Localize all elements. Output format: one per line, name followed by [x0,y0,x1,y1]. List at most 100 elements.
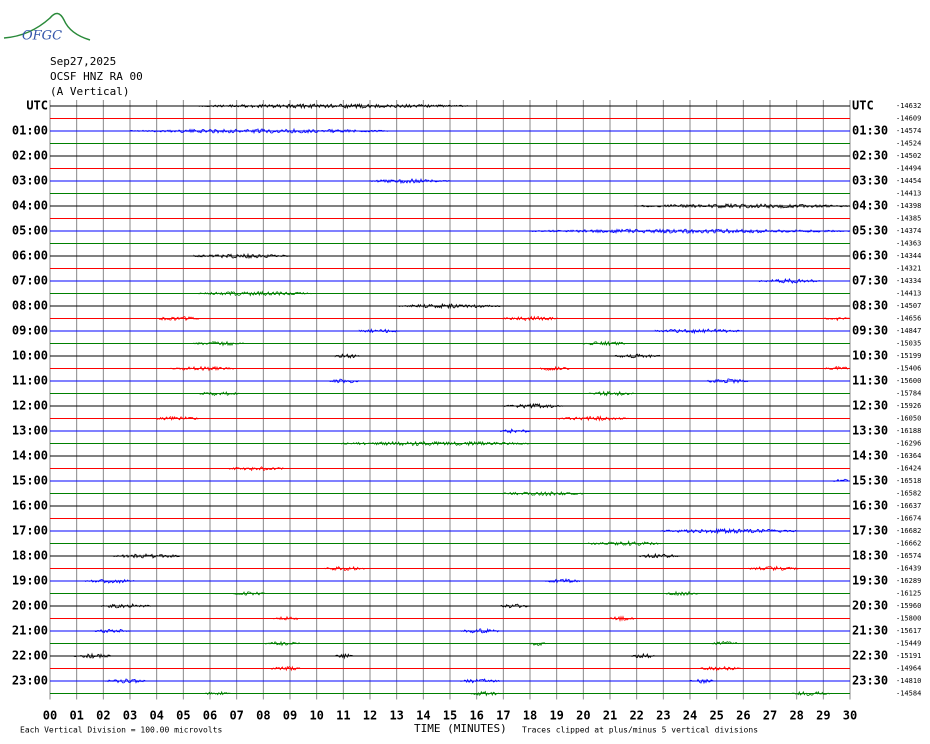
x-tick-label: 07 [229,709,243,723]
trace-burst [334,653,354,660]
trace-offset: -15035 [896,340,921,348]
trace-burst [660,527,799,535]
trace-burst [270,665,301,672]
x-tick-label: 08 [256,709,270,723]
trace-offset: -14964 [896,665,921,673]
row-label-left: 07:00 [12,274,48,288]
trace-offset: -15191 [896,652,921,660]
trace-burst [665,590,701,597]
x-tick-label: 11 [336,709,350,723]
row-label-right: 06:30 [852,249,888,263]
trace-burst [84,578,135,584]
trace-burst [822,365,850,371]
date: Sep27,2025 [50,55,116,68]
x-tick-label: 16 [469,709,483,723]
logo: OFGC [22,29,62,44]
trace-burst [324,565,365,571]
row-label-left: 14:00 [12,449,48,463]
row-label-left: 06:00 [12,249,48,263]
trace-burst [833,478,851,482]
trace-burst [705,378,749,385]
x-axis-label: TIME (MINUTES) [414,722,507,735]
trace-burst [156,415,199,421]
trace-burst [340,440,530,447]
trace-offset: -16364 [896,452,921,460]
row-label-left: 03:00 [12,174,48,188]
trace-burst [790,690,832,696]
trace-offset: -14574 [896,127,921,135]
x-tick-label: 20 [576,709,590,723]
trace-burst [113,553,181,559]
row-label-right: 05:30 [852,224,888,238]
trace-offset: -14502 [896,152,921,160]
row-label-left: 21:00 [12,624,48,638]
trace-offset: -14584 [896,690,921,698]
row-label-right: 13:30 [852,424,888,438]
x-tick-label: 04 [149,709,163,723]
x-tick-label: 02 [96,709,110,723]
trace-burst [582,340,626,347]
trace-offset: -14344 [896,252,921,260]
trace-offset: -14363 [896,240,921,248]
trace-offset: -14413 [896,190,921,198]
trace-burst [94,628,130,634]
trace-offset: -14454 [896,177,921,185]
trace-offset: -15617 [896,627,921,635]
trace-offset: -14413 [896,290,921,298]
row-label-right: 07:30 [852,274,888,288]
x-tick-label: 14 [416,709,430,723]
row-label-left: UTC [26,99,48,113]
trace-burst [558,415,629,422]
trace-offset: -16674 [896,515,921,523]
clip-note: Traces clipped at plus/minus 5 vertical … [522,726,758,735]
trace-burst [654,328,744,335]
trace-burst [73,652,112,659]
trace-burst [758,277,821,284]
x-tick-label: 10 [309,709,323,723]
x-tick-label: 09 [283,709,297,723]
row-label-right: 21:30 [852,624,888,638]
trace-offset: -14507 [896,302,921,310]
trace-offset: -15199 [896,352,921,360]
row-label-left: 16:00 [12,499,48,513]
row-label-right: UTC [852,99,874,113]
row-label-left: 18:00 [12,549,48,563]
trace-burst [502,491,584,497]
row-label-right: 19:30 [852,574,888,588]
x-tick-label: 00 [43,709,57,723]
x-tick-label: 26 [736,709,750,723]
trace-offset: -14524 [896,140,921,148]
logo-curve [3,12,91,41]
trace-offset: -16518 [896,477,921,485]
x-tick-label: 17 [496,709,510,723]
trace-burst [100,603,151,609]
row-label-right: 12:30 [852,399,888,413]
row-label-right: 20:30 [852,599,888,613]
row-label-right: 02:30 [852,149,888,163]
row-label-right: 11:30 [852,374,888,388]
trace-offset: -16637 [896,502,921,510]
x-tick-label: 06 [203,709,217,723]
row-label-left: 02:00 [12,149,48,163]
x-tick-label: 23 [656,709,670,723]
trace-burst [609,615,635,622]
x-tick-label: 03 [123,709,137,723]
row-label-right: 10:30 [852,349,888,363]
trace-burst [198,391,240,397]
trace-burst [588,540,661,546]
x-tick-label: 12 [363,709,377,723]
trace-offset: -16125 [896,590,921,598]
trace-burst [193,252,291,260]
row-label-left: 23:00 [12,674,48,688]
trace-burst [398,302,501,310]
row-label-left: 11:00 [12,374,48,388]
trace-burst [540,365,570,371]
row-label-left: 19:00 [12,574,48,588]
row-label-right: 17:30 [852,524,888,538]
trace-burst [105,678,147,684]
trace-burst [169,365,235,372]
row-label-right: 18:30 [852,549,888,563]
trace-burst [228,466,285,472]
row-label-left: 15:00 [12,474,48,488]
trace-burst [502,402,565,409]
